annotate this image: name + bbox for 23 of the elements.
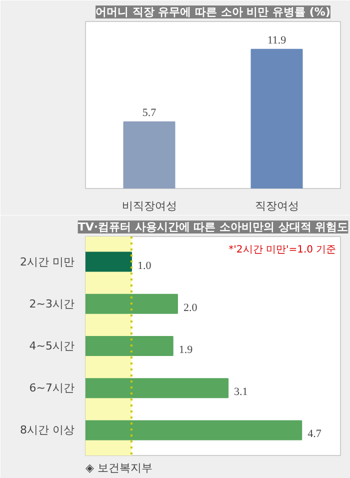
data-label: 1.9 [178,344,194,356]
data-label: 5.7 [142,106,157,119]
annotation: *'2시간 미만'=1.0 기준 [228,244,336,256]
chart-title: 어머니 직장 유무에 따른 소아 비만 유병률 (%) [96,6,330,18]
bar [86,378,229,398]
x-tick-label: 직장여성 [254,200,299,212]
data-label: 2.0 [183,302,198,314]
y-tick-label: 4~5시간 [29,340,75,352]
bar [86,252,132,272]
data-label: 3.1 [234,386,248,398]
y-tick-label: 2~3시간 [29,297,75,310]
y-tick-label: 6~7시간 [29,382,75,395]
bar [86,336,174,356]
y-tick-label: 8시간 이상 [20,424,75,437]
data-label: 1.0 [137,260,152,272]
text: ◈ 보건복지부 [86,462,152,474]
data-label: 4.7 [308,428,322,440]
y-tick-label: 2시간 미만 [20,255,75,268]
data-label: 11.9 [267,34,287,46]
bar [86,420,302,440]
bar [86,294,178,314]
chart-title: TV·컴퓨터 사용시간에 따른 소아비만의 상대적 위험도 [78,220,348,234]
x-tick-label: 비직장여성 [122,200,177,212]
